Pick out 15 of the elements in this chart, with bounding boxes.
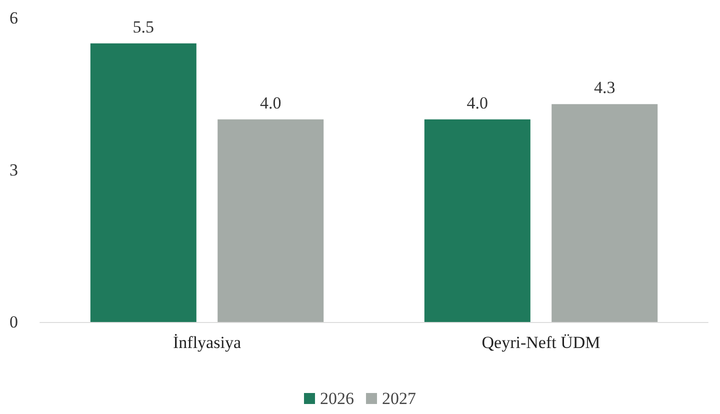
data-label: 4.3 bbox=[594, 78, 616, 98]
data-label: 5.5 bbox=[132, 17, 154, 36]
x-tick-label: İnflyasiya bbox=[173, 333, 242, 352]
data-label: 4.0 bbox=[466, 93, 488, 112]
bar bbox=[552, 104, 658, 322]
bar bbox=[424, 119, 530, 322]
y-tick-label: 0 bbox=[10, 312, 18, 332]
data-label: 4.0 bbox=[260, 93, 282, 112]
bar bbox=[90, 43, 196, 322]
bar bbox=[218, 119, 324, 322]
x-tick-label: Qeyri-Neft ÜDM bbox=[482, 333, 600, 352]
legend-label: 2026 bbox=[320, 389, 354, 408]
legend-label: 2027 bbox=[382, 389, 416, 408]
y-tick-label: 3 bbox=[10, 160, 18, 180]
y-tick-label: 6 bbox=[10, 8, 18, 28]
